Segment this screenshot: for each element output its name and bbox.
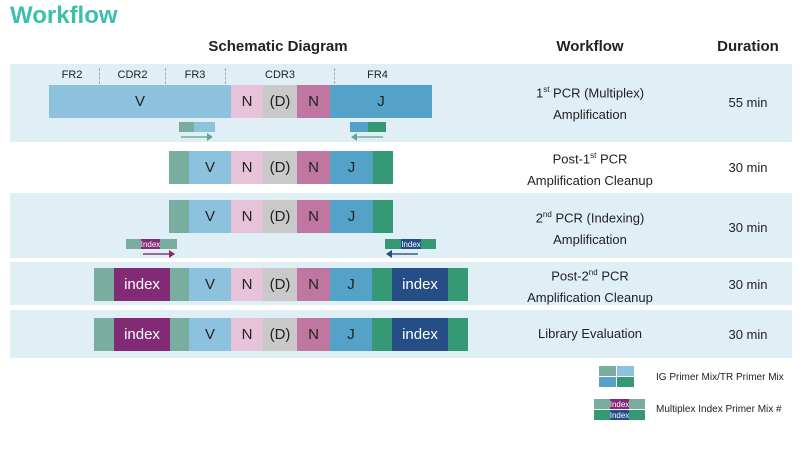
segment-index: index bbox=[114, 268, 170, 301]
segment-index: index bbox=[392, 318, 448, 351]
segment-v: V bbox=[189, 268, 231, 301]
segment-adapter bbox=[170, 268, 189, 301]
segment-n: N bbox=[231, 200, 263, 233]
divider bbox=[165, 68, 166, 84]
segment-j: J bbox=[330, 151, 373, 184]
arrow-left-icon bbox=[351, 133, 383, 141]
segment-v: V bbox=[189, 151, 231, 184]
region-fr4: FR4 bbox=[367, 69, 388, 81]
segment-n: N bbox=[297, 85, 330, 118]
legend-label-index-primer: Multiplex Index Primer Mix # bbox=[656, 404, 782, 415]
segment-adapter bbox=[169, 200, 189, 233]
divider bbox=[99, 68, 100, 84]
segment-n: N bbox=[297, 318, 330, 351]
construct-step-1: V N (D) N J bbox=[0, 85, 802, 118]
index-label: Index bbox=[140, 239, 161, 249]
segment-j: J bbox=[330, 85, 432, 118]
construct-step-4: index V N (D) N J index bbox=[0, 268, 802, 301]
construct-step-5: index V N (D) N J index bbox=[0, 318, 802, 351]
header-diagram: Schematic Diagram bbox=[208, 38, 348, 55]
segment-adapter bbox=[448, 268, 468, 301]
segment-d: (D) bbox=[263, 268, 297, 301]
segment-adapter bbox=[94, 318, 114, 351]
page-title: Workflow bbox=[10, 2, 118, 29]
segment-v: V bbox=[189, 318, 231, 351]
segment-d: (D) bbox=[263, 200, 297, 233]
duration-step-4: 30 min bbox=[728, 277, 768, 292]
arrow-right-icon bbox=[181, 133, 213, 141]
duration-step-1: 55 min bbox=[728, 95, 768, 110]
workflow-step-1: 1st PCR (Multiplex) Amplification bbox=[535, 85, 645, 123]
segment-adapter bbox=[448, 318, 468, 351]
segment-n: N bbox=[231, 318, 263, 351]
legend-label-primer-mix: IG Primer Mix/TR Primer Mix bbox=[656, 372, 784, 383]
primer-forward bbox=[179, 122, 194, 132]
segment-d: (D) bbox=[263, 85, 297, 118]
primer-forward bbox=[194, 122, 215, 132]
segment-j: J bbox=[330, 200, 373, 233]
primer-reverse bbox=[368, 122, 386, 132]
index-label: Index bbox=[401, 239, 421, 249]
segment-n: N bbox=[231, 85, 263, 118]
construct-step-2: V N (D) N J bbox=[0, 151, 802, 184]
header-workflow: Workflow bbox=[556, 38, 624, 55]
divider bbox=[225, 68, 226, 84]
segment-d: (D) bbox=[263, 151, 297, 184]
segment-v: V bbox=[189, 200, 231, 233]
segment-adapter bbox=[372, 268, 392, 301]
segment-adapter bbox=[372, 318, 392, 351]
divider bbox=[334, 68, 335, 84]
segment-j: J bbox=[330, 268, 372, 301]
duration-step-2: 30 min bbox=[728, 160, 768, 175]
region-cdr2: CDR2 bbox=[117, 69, 148, 81]
segment-d: (D) bbox=[263, 318, 297, 351]
region-fr3: FR3 bbox=[184, 69, 206, 81]
segment-n: N bbox=[297, 200, 330, 233]
arrow-right-icon bbox=[143, 250, 175, 258]
arrow-left-icon bbox=[386, 250, 418, 258]
segment-adapter bbox=[170, 318, 189, 351]
header-duration: Duration bbox=[717, 38, 779, 55]
segment-index: index bbox=[114, 318, 170, 351]
segment-n: N bbox=[231, 151, 263, 184]
workflow-step-4: Post-2nd PCR Amplification Cleanup bbox=[527, 268, 653, 306]
segment-adapter bbox=[94, 268, 114, 301]
segment-n: N bbox=[297, 268, 330, 301]
segment-adapter bbox=[373, 151, 393, 184]
legend-swatch-index-primer: Index Index bbox=[594, 399, 645, 420]
segment-adapter bbox=[373, 200, 393, 233]
workflow-step-2: Post-1st PCR Amplification Cleanup bbox=[527, 151, 653, 189]
segment-n: N bbox=[231, 268, 263, 301]
segment-index: index bbox=[392, 268, 448, 301]
workflow-step-5: Library Evaluation bbox=[537, 326, 643, 341]
primer-reverse bbox=[350, 122, 368, 132]
duration-step-3: 30 min bbox=[728, 220, 768, 235]
construct-step-3: V N (D) N J bbox=[0, 200, 802, 233]
region-cdr3: CDR3 bbox=[265, 69, 295, 81]
duration-step-5: 30 min bbox=[728, 327, 768, 342]
workflow-step-3: 2nd PCR (Indexing) Amplification bbox=[535, 210, 645, 248]
segment-adapter bbox=[169, 151, 189, 184]
segment-n: N bbox=[297, 151, 330, 184]
region-fr2: FR2 bbox=[61, 69, 83, 81]
segment-j: J bbox=[330, 318, 372, 351]
legend-swatch-primer-mix bbox=[599, 366, 634, 387]
segment-v: V bbox=[49, 85, 231, 118]
